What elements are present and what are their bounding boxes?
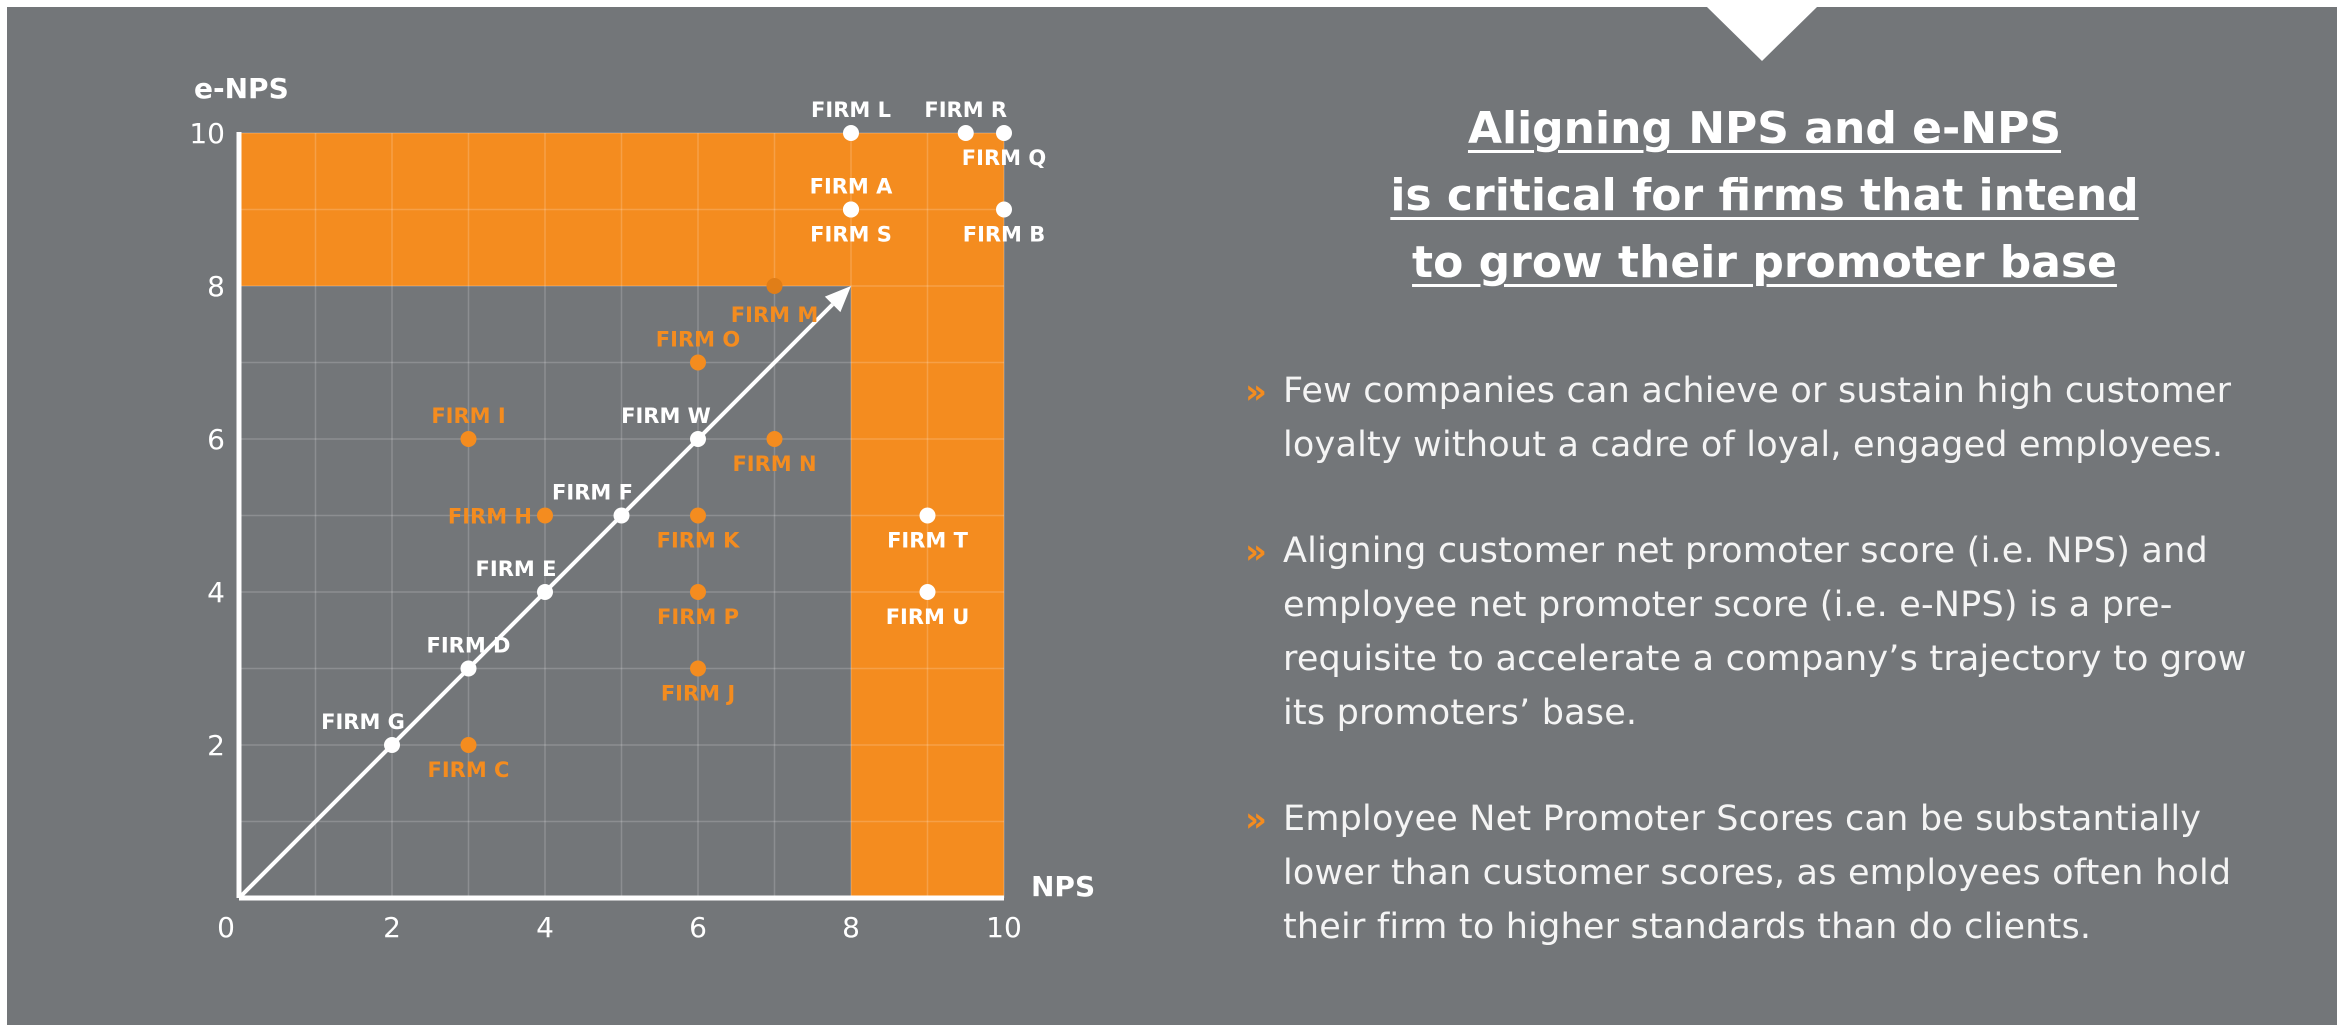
firm-label: FIRM C — [428, 758, 510, 782]
firm-label: FIRM K — [657, 529, 741, 553]
firm-label: FIRM T — [887, 529, 969, 553]
y-tick-label: 4 — [207, 576, 225, 609]
firm-label: FIRM S — [810, 223, 892, 247]
chart-grid — [239, 132, 1005, 898]
firm-label: FIRM J — [661, 682, 735, 706]
firm-label: FIRM I — [431, 404, 505, 428]
x-tick-label: 8 — [842, 911, 860, 944]
firm-point — [460, 737, 477, 753]
firm-point — [957, 125, 974, 141]
x-tick-label: 10 — [986, 911, 1022, 944]
firm-label: FIRM Q — [962, 146, 1046, 170]
firm-point — [843, 125, 859, 141]
bullet-list: » Few companies can achieve or sustain h… — [1239, 364, 2299, 1006]
bullet-text: Employee Net Promoter Scores can be subs… — [1283, 799, 2232, 947]
headline-line: is critical for firms that intend — [1390, 170, 2139, 221]
x-tick-label: 6 — [689, 911, 707, 944]
headline: Aligning NPS and e-NPS is critical for f… — [1257, 95, 2272, 296]
x-axis-title: NPS — [1031, 870, 1095, 903]
firm-point — [766, 431, 783, 447]
firm-label: FIRM W — [621, 404, 711, 428]
nps-scatter-chart: FIRM G FIRM D FIRM E FIRM F FIRM W FIRM L FIRM… — [189, 72, 1095, 944]
double-chevron-right-icon: » — [1245, 800, 1268, 840]
alignment-arrow — [237, 286, 851, 900]
firm-point — [843, 201, 859, 218]
y-tick-label: 10 — [189, 117, 225, 150]
firm-point — [766, 278, 783, 294]
firm-point — [919, 584, 936, 600]
y-tick-label: 8 — [207, 270, 225, 303]
firm-label: FIRM F — [552, 481, 633, 505]
firm-label: FIRM G — [321, 710, 405, 734]
bullet-item: » Few companies can achieve or sustain h… — [1239, 364, 2299, 472]
firm-point — [996, 201, 1012, 218]
bullet-item: » Aligning customer net promoter score (… — [1239, 524, 2299, 740]
firm-label: FIRM A — [810, 175, 894, 199]
firm-point — [690, 431, 706, 447]
y-tick-label: 6 — [207, 423, 225, 456]
firm-point — [690, 354, 706, 371]
firm-label: FIRM E — [476, 557, 557, 581]
firm-point — [690, 507, 706, 524]
headline-line: Aligning NPS and e-NPS — [1467, 103, 2062, 154]
bullet-item: » Employee Net Promoter Scores can be su… — [1239, 792, 2299, 954]
firm-point — [460, 431, 477, 447]
firm-point — [919, 507, 936, 524]
firm-point — [537, 507, 553, 524]
firm-label: FIRM H — [448, 505, 532, 529]
arrow-head — [824, 286, 851, 313]
arrow-shaft — [237, 302, 835, 900]
top-notch — [1707, 7, 1817, 61]
firm-label: FIRM L — [811, 98, 891, 122]
bullet-text: Few companies can achieve or sustain hig… — [1283, 371, 2232, 465]
x-tick-label: 2 — [383, 911, 401, 944]
double-chevron-right-icon: » — [1245, 532, 1268, 572]
firm-point — [537, 584, 553, 600]
firm-label: FIRM M — [731, 303, 818, 327]
firm-label: FIRM B — [963, 223, 1046, 247]
double-chevron-right-icon: » — [1245, 372, 1268, 412]
y-axis-title: e-NPS — [194, 72, 289, 105]
bullet-text: Aligning customer net promoter score (i.… — [1283, 531, 2247, 733]
headline-line: to grow their promoter base — [1412, 237, 2117, 288]
y-tick-label: 2 — [207, 729, 225, 762]
firm-label: FIRM U — [886, 605, 970, 629]
firm-label: FIRM R — [924, 98, 1007, 122]
firm-label: FIRM D — [427, 634, 511, 658]
chart-axes — [236, 132, 1004, 901]
x-tick-label: 0 — [217, 911, 235, 944]
firm-point — [613, 507, 630, 524]
x-tick-label: 4 — [536, 911, 554, 944]
infographic-panel: FIRM G FIRM D FIRM E FIRM F FIRM W FIRM L FIRM… — [7, 7, 2337, 1025]
firm-point — [384, 737, 400, 753]
firm-label: FIRM O — [656, 328, 740, 352]
firm-point — [996, 125, 1012, 141]
firm-point — [690, 660, 706, 677]
firm-points: FIRM G FIRM D FIRM E FIRM F FIRM W FIRM L FIRM… — [321, 98, 1046, 782]
firm-label: FIRM P — [657, 605, 739, 629]
firm-point — [690, 584, 706, 600]
firm-point — [460, 660, 477, 677]
axis-labels: 0 2 4 6 8 10 2 4 6 8 10 NPS e-NPS — [189, 72, 1095, 944]
firm-label: FIRM N — [732, 452, 816, 476]
